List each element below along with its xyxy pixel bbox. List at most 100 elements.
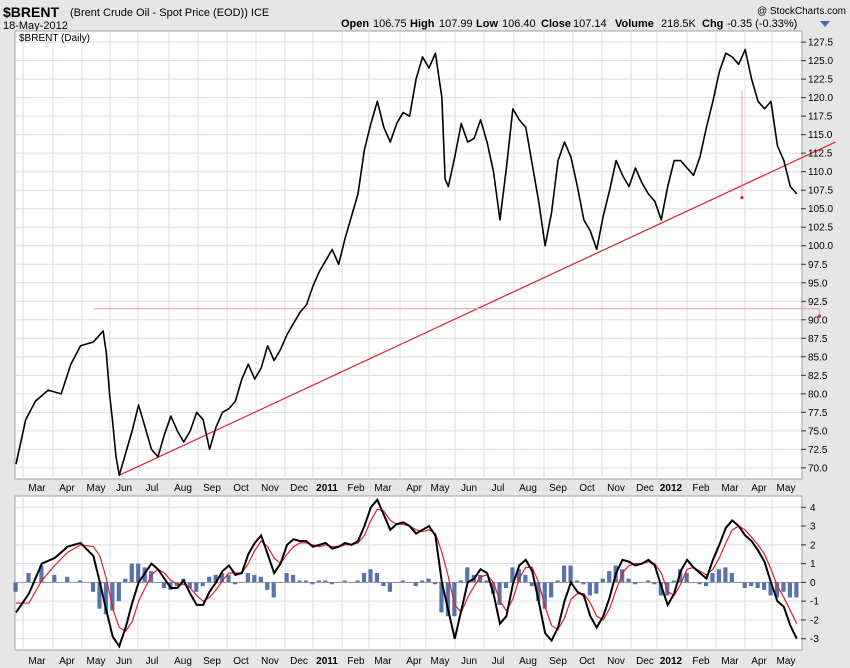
- x-tick-label: Mar: [374, 656, 392, 667]
- histogram-bar: [568, 565, 573, 583]
- x-tick-label: Mar: [721, 483, 739, 494]
- x-tick-label: Apr: [751, 656, 767, 667]
- histogram-bar: [252, 574, 257, 583]
- price-line: [15, 48, 798, 477]
- x-tick-label: Jul: [146, 483, 159, 494]
- histogram-bar: [97, 582, 102, 609]
- x-tick-label: 2011: [316, 656, 338, 667]
- macd-line: [15, 497, 798, 649]
- histogram-bar: [207, 576, 212, 583]
- histogram-bar: [671, 580, 676, 583]
- y-tick-label: 2: [810, 540, 816, 551]
- y-tick-label: 70.0: [808, 463, 828, 474]
- histogram-bar: [52, 574, 57, 583]
- price-grid: [16, 31, 801, 479]
- y-tick-label: 100.0: [808, 241, 833, 252]
- macd-x-axis: Mar Apr May Jun Jul Aug Sep Oct Nov Dec 2011 Feb Mar…: [28, 656, 795, 667]
- ohlc-chg-label: Chg: [702, 18, 723, 30]
- x-tick-label: Apr: [59, 483, 75, 494]
- y-tick-label: 72.5: [808, 445, 828, 456]
- histogram-bar: [529, 582, 534, 587]
- histogram-bar: [594, 582, 599, 594]
- histogram-bar: [794, 582, 799, 598]
- histogram-bar: [658, 582, 663, 596]
- guide-line: [93, 308, 820, 317]
- chevron-down-icon[interactable]: [820, 21, 830, 27]
- ohlc-close-label: Close: [541, 18, 571, 30]
- histogram-bar: [400, 580, 405, 583]
- x-tick-label: Dec: [290, 656, 308, 667]
- x-tick-label: Oct: [233, 656, 249, 667]
- x-tick-label: Sep: [203, 656, 221, 667]
- price-annotations: [93, 90, 836, 476]
- histogram-bar: [342, 580, 347, 583]
- price-y-axis: 70.0 72.5 75.0 77.5 80.0 82.5 85.0 87.5 90.0 92.5…: [801, 38, 833, 474]
- histogram-bar: [781, 582, 786, 592]
- x-tick-label: Apr: [751, 483, 767, 494]
- histogram-bar: [626, 578, 631, 583]
- histogram-bar: [213, 574, 218, 583]
- histogram-bar: [484, 580, 489, 583]
- histogram-bar: [103, 582, 109, 615]
- macd-series: [15, 497, 798, 649]
- histogram-bar: [136, 563, 141, 583]
- histogram-bar: [303, 580, 309, 583]
- histogram-bar: [116, 582, 121, 602]
- y-tick-label: -1: [810, 597, 819, 608]
- x-tick-label: Nov: [261, 656, 279, 667]
- x-tick-label: Nov: [607, 656, 625, 667]
- watermark: @ StockCharts.com: [757, 6, 846, 17]
- x-tick-label: Aug: [174, 483, 192, 494]
- histogram-bar: [161, 582, 167, 589]
- macd-y-axis: 4 3 2 1 0 -1 -2 -3: [801, 503, 819, 645]
- histogram-bar: [13, 582, 18, 592]
- histogram-bar: [78, 580, 83, 583]
- histogram-bar: [452, 582, 457, 617]
- x-tick-label: Dec: [290, 483, 308, 494]
- x-tick-label: Aug: [174, 656, 192, 667]
- histogram-bar: [432, 582, 438, 585]
- x-tick-label: Sep: [203, 483, 221, 494]
- histogram-bar: [652, 582, 657, 585]
- price-panel-label: $BRENT (Daily): [19, 33, 90, 44]
- symbol-description: (Brent Crude Oil - Spot Price (EOD)) ICE: [70, 7, 269, 19]
- histogram-bar: [729, 573, 734, 583]
- y-tick-label: 117.5: [808, 112, 833, 123]
- y-tick-label: 105.0: [808, 204, 833, 215]
- x-tick-label: May: [87, 483, 106, 494]
- histogram-bar: [420, 580, 425, 583]
- ohlc-high-value: 107.99: [439, 18, 473, 30]
- x-tick-label: Jul: [492, 656, 505, 667]
- histogram-bar: [749, 582, 754, 587]
- x-tick-label: Jul: [492, 483, 505, 494]
- y-tick-label: 85.0: [808, 352, 828, 363]
- x-tick-label: Mar: [28, 483, 46, 494]
- histogram-bar: [413, 582, 418, 587]
- histogram-bar: [374, 573, 380, 583]
- histogram-bar: [445, 582, 451, 617]
- histogram-bar: [381, 582, 386, 587]
- histogram-bar: [465, 567, 470, 583]
- histogram-bar: [323, 580, 328, 583]
- y-tick-label: 90.0: [808, 315, 828, 326]
- x-tick-label: Jul: [146, 656, 159, 667]
- histogram-bar: [200, 582, 205, 587]
- histogram-bar: [310, 582, 315, 585]
- y-tick-label: 87.5: [808, 334, 828, 345]
- histogram-bar: [368, 569, 373, 583]
- y-tick-label: 80.0: [808, 389, 828, 400]
- histogram-bar: [581, 582, 586, 585]
- histogram-bar: [536, 582, 541, 602]
- y-tick-label: 110.0: [808, 167, 833, 178]
- histogram-bar: [710, 573, 715, 583]
- histogram-bar: [439, 582, 444, 613]
- histogram-bar: [620, 569, 625, 583]
- ohlc-open-value: 106.75: [373, 18, 407, 30]
- x-tick-label: Apr: [59, 656, 75, 667]
- x-tick-label: Feb: [347, 483, 365, 494]
- ohlc-low-value: 106.40: [502, 18, 536, 30]
- ohlc-close-value: 107.14: [573, 18, 607, 30]
- histogram-bar: [329, 582, 334, 585]
- x-tick-label: Feb: [692, 483, 710, 494]
